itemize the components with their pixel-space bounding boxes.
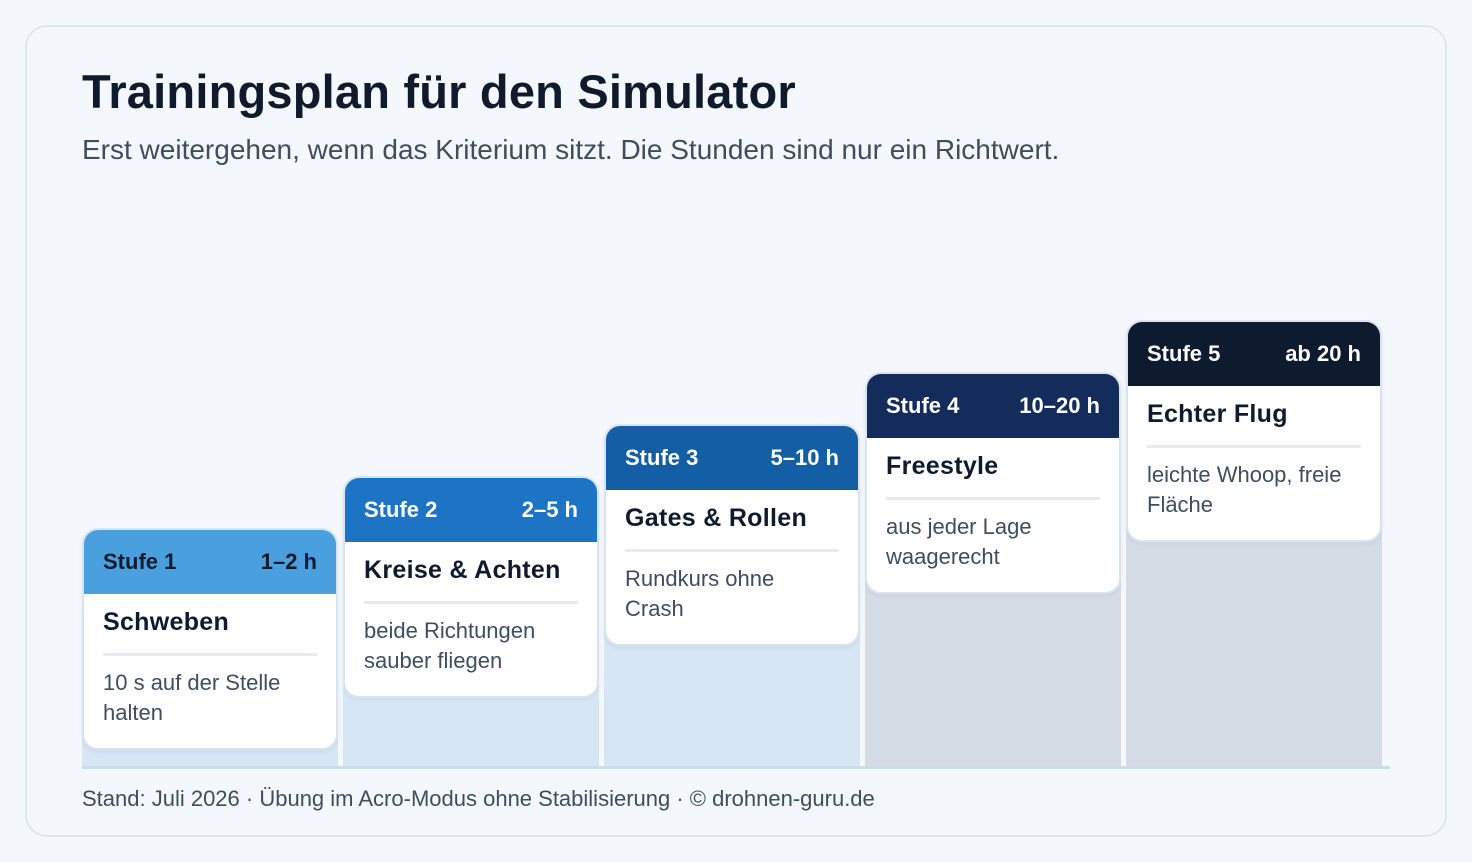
step-card-5: Stufe 5 ab 20 h Echter Flug leichte Whoop, … <box>1126 320 1382 542</box>
step-hours: 2–5 h <box>521 497 578 522</box>
step-body: Echter Flug leichte Whoop, freie Fläche <box>1128 386 1380 520</box>
step-name: Freestyle <box>886 452 1100 500</box>
step-label: Stufe 5 <box>1147 341 1221 366</box>
step-body: Schweben 10 s auf der Stelle halten <box>84 594 336 728</box>
step-criterion: leichte Whoop, freie Fläche <box>1147 462 1342 517</box>
step-label: Stufe 1 <box>103 549 177 574</box>
step-label: Stufe 4 <box>886 393 960 418</box>
step-label: Stufe 3 <box>625 445 699 470</box>
step-criterion: 10 s auf der Stelle halten <box>103 670 281 725</box>
step-name: Echter Flug <box>1147 400 1361 448</box>
step-card-2: Stufe 2 2–5 h Kreise & Achten beide Richtun… <box>343 476 599 698</box>
step-hours: ab 20 h <box>1285 341 1361 366</box>
step-criterion: Rundkurs ohne Crash <box>625 566 775 621</box>
step-body: Freestyle aus jeder Lage waagerecht <box>867 438 1119 572</box>
step-hours: 10–20 h <box>1019 393 1100 418</box>
step-header: Stufe 2 2–5 h <box>345 478 597 542</box>
step-body: Gates & Rollen Rundkurs ohne Crash <box>606 490 858 624</box>
step-name: Kreise & Achten <box>364 556 578 604</box>
page-title: Trainingsplan für den Simulator <box>82 65 796 118</box>
step-header: Stufe 3 5–10 h <box>606 426 858 490</box>
baseline-divider <box>82 766 1390 769</box>
step-label: Stufe 2 <box>364 497 438 522</box>
page-subtitle: Erst weitergehen, wenn das Kriterium sit… <box>82 134 1060 165</box>
step-criterion: aus jeder Lage waagerecht <box>886 514 1032 569</box>
step-header: Stufe 4 10–20 h <box>867 374 1119 438</box>
step-criterion: beide Richtungen sauber fliegen <box>364 618 536 673</box>
step-body: Kreise & Achten beide Richtungen sauber f… <box>345 542 597 676</box>
step-card-1: Stufe 1 1–2 h Schweben 10 s auf der Stelle … <box>82 528 338 750</box>
step-card-4: Stufe 4 10–20 h Freestyle aus jeder Lage wa… <box>865 372 1121 594</box>
step-hours: 5–10 h <box>770 445 840 470</box>
step-card-3: Stufe 3 5–10 h Gates & Rollen Rundkurs ohne… <box>604 424 860 646</box>
step-name: Schweben <box>103 608 317 656</box>
step-header: Stufe 5 ab 20 h <box>1128 322 1380 386</box>
step-hours: 1–2 h <box>260 549 317 574</box>
step-name: Gates & Rollen <box>625 504 839 552</box>
footer-note: Stand: Juli 2026 · Übung im Acro-Modus o… <box>82 786 875 811</box>
step-header: Stufe 1 1–2 h <box>84 530 336 594</box>
